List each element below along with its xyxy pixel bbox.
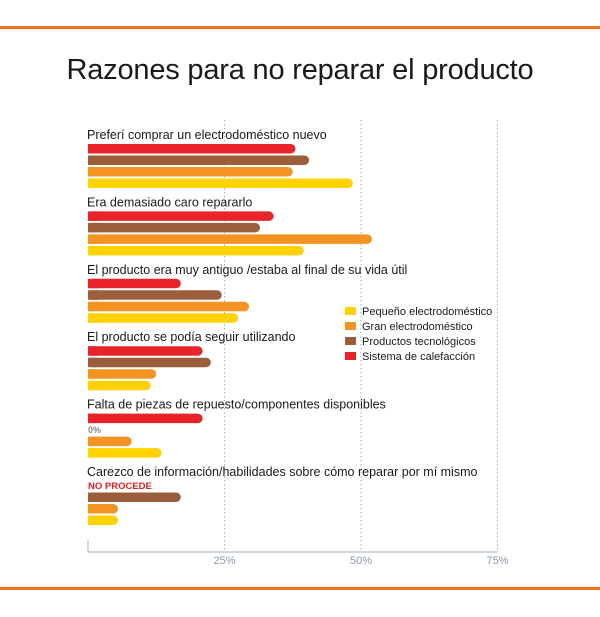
- category-label: El producto se podía seguir utilizando: [87, 330, 296, 344]
- bar-left-edge: [88, 515, 98, 525]
- category-label: Preferí comprar un electrodoméstico nuev…: [87, 128, 327, 142]
- legend-swatch: [345, 337, 356, 345]
- bar-gran-electrodom-stico: [88, 436, 132, 447]
- bar-peque-o-electrodom-stico: [88, 313, 239, 323]
- bar-left-edge: [88, 504, 98, 514]
- bar-sistema-de-calefacci-n: [88, 413, 203, 424]
- not-applicable-label: NO PROCEDE: [88, 481, 152, 492]
- bar-left-edge: [88, 178, 98, 188]
- bar-left-edge: [88, 492, 98, 502]
- bar-gran-electrodom-stico: [88, 369, 157, 379]
- bar-sistema-de-calefacci-n: [88, 211, 274, 221]
- category-label: Era demasiado caro repararlo: [87, 195, 252, 209]
- category-labels: Preferí comprar un electrodoméstico nuev…: [87, 128, 477, 492]
- bar-sistema-de-calefacci-n: [88, 278, 181, 289]
- bar-productos-tecnol-gicos: [88, 357, 211, 368]
- x-tick-label: 50%: [350, 555, 372, 567]
- bar-productos-tecnol-gicos: [88, 222, 260, 233]
- bar-peque-o-electrodom-stico: [88, 380, 151, 391]
- category-label: Falta de piezas de repuesto/componentes …: [87, 398, 386, 412]
- bar-left-edge: [88, 290, 98, 300]
- bar-left-edge: [88, 313, 98, 323]
- bar-left-edge: [88, 155, 98, 165]
- x-tick-label: 75%: [486, 555, 508, 567]
- legend-label: Gran electrodoméstico: [362, 321, 473, 333]
- legend-label: Pequeño electrodoméstico: [362, 306, 492, 318]
- bar-peque-o-electrodom-stico: [88, 245, 304, 256]
- legend-swatch: [345, 307, 356, 315]
- bar-left-edge: [88, 234, 98, 244]
- bar-left-edge: [88, 211, 98, 221]
- bar-left-edge: [88, 346, 98, 356]
- bar-gran-electrodom-stico: [88, 301, 250, 312]
- x-axis: 25% 50% 75%: [87, 540, 509, 567]
- legend: Pequeño electrodoméstico Gran electrodomé…: [345, 306, 492, 363]
- legend-label: Productos tecnológicos: [362, 336, 476, 348]
- bar-productos-tecnol-gicos: [88, 290, 222, 300]
- bars: [88, 144, 372, 525]
- bar-left-edge: [88, 369, 98, 379]
- chart-title: Razones para no reparar el producto: [66, 54, 534, 86]
- grid-lines: [224, 120, 498, 552]
- bar-gran-electrodom-stico: [88, 167, 293, 177]
- bar-peque-o-electrodom-stico: [88, 448, 162, 458]
- bar-left-edge: [88, 245, 98, 256]
- legend-swatch: [345, 352, 356, 360]
- bar-sistema-de-calefacci-n: [88, 144, 296, 154]
- bar-left-edge: [88, 413, 98, 424]
- bar-left-edge: [88, 448, 98, 458]
- bar-left-edge: [88, 436, 98, 447]
- zero-value-label: 0%: [88, 425, 101, 435]
- bar-left-edge: [88, 301, 98, 312]
- category-label: Carezco de información/habilidades sobre…: [87, 465, 477, 479]
- top-rule: [0, 26, 600, 29]
- bar-left-edge: [88, 222, 98, 233]
- legend-swatch: [345, 322, 356, 330]
- bar-productos-tecnol-gicos: [88, 492, 181, 502]
- bottom-rule: [0, 587, 600, 590]
- bar-peque-o-electrodom-stico: [88, 178, 353, 188]
- bar-gran-electrodom-stico: [88, 234, 372, 244]
- x-tick-label: 25%: [213, 555, 235, 567]
- bar-sistema-de-calefacci-n: [88, 346, 203, 356]
- legend-label: Sistema de calefacción: [362, 351, 475, 363]
- bar-left-edge: [88, 357, 98, 368]
- bar-left-edge: [88, 167, 98, 177]
- bar-productos-tecnol-gicos: [88, 155, 310, 165]
- bar-left-edge: [88, 278, 98, 289]
- bar-left-edge: [88, 380, 98, 391]
- category-label: El producto era muy antiguo /estaba al f…: [87, 263, 407, 277]
- bar-left-edge: [88, 144, 98, 154]
